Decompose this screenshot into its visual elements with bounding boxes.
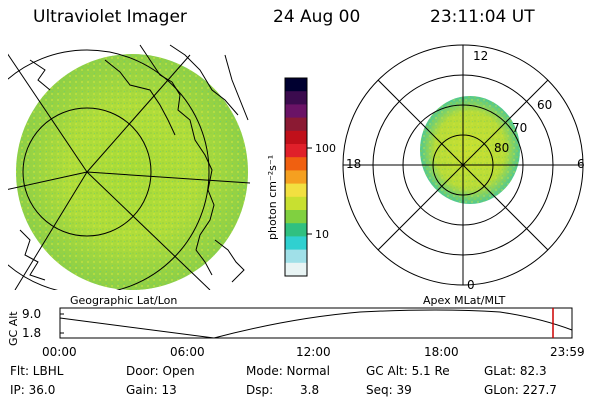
mlt-label-6: 6	[577, 157, 585, 171]
coastline	[104, 59, 176, 136]
ip-info: IP: 36.0	[10, 383, 56, 397]
x-tick-label: 06:00	[170, 345, 205, 359]
mode-info: Mode: Normal	[246, 364, 330, 378]
altitude-plot-frame	[59, 307, 573, 339]
door-info: Door: Open	[126, 364, 195, 378]
meridian-line	[86, 171, 211, 290]
colorbar-tick-label: 100	[315, 142, 336, 155]
filter-info: Flt: LBHL	[10, 364, 64, 378]
coastline	[214, 239, 245, 283]
polar-plot: 12 18 6 0 60 70 80	[342, 44, 585, 292]
lat-label-70: 70	[512, 121, 527, 135]
glat-info: GLat: 82.3	[484, 364, 547, 378]
colorbar-cell	[285, 223, 307, 237]
coastline	[224, 54, 249, 121]
lat-label-80: 80	[494, 141, 509, 155]
dsp-value: 3.8	[300, 383, 320, 397]
altitude-ylabel: GC Alt	[7, 311, 20, 346]
dsp-label: Dsp:	[246, 383, 274, 397]
colorbar-cell	[285, 130, 307, 145]
y-tick-label: 9.0	[22, 307, 41, 321]
coastline	[19, 229, 46, 281]
colorbar-cell	[285, 262, 307, 277]
x-tick-label: 23:59	[550, 345, 585, 359]
altitude-curve	[59, 309, 573, 339]
x-tick-label: 18:00	[424, 345, 459, 359]
colorbar-cell	[285, 170, 307, 185]
colorbar: 100 10 photon cm⁻²s⁻¹	[266, 77, 336, 277]
x-tick-label: 00:00	[42, 345, 77, 359]
apex-label: Apex MLat/MLT	[423, 294, 506, 307]
colorbar-cell	[285, 210, 307, 224]
colorbar-tick-label: 10	[315, 228, 329, 241]
geographic-image	[8, 44, 251, 290]
mlt-label-12: 12	[473, 49, 488, 63]
date-label: 24 Aug 00	[273, 7, 361, 27]
colorbar-cell	[285, 104, 307, 119]
colorbar-cell	[285, 91, 307, 105]
colorbar-cell	[285, 78, 307, 92]
mlt-label-0: 0	[467, 278, 475, 292]
lat-label-60: 60	[537, 98, 552, 112]
gc-alt-info: GC Alt: 5.1 Re	[366, 364, 450, 378]
earth-texture	[16, 54, 248, 290]
coastline	[29, 59, 51, 91]
meridian-line	[86, 171, 251, 184]
coastline	[139, 44, 215, 276]
x-tick-label: 12:00	[296, 345, 331, 359]
altitude-plot: 9.0 1.8 GC Alt 00:00 06:00 12:00 18:00 2…	[7, 307, 585, 359]
instrument-title: Ultraviolet Imager	[33, 7, 187, 27]
meridian-line	[8, 171, 88, 190]
geographic-label: Geographic Lat/Lon	[70, 294, 177, 307]
colorbar-cell	[285, 117, 307, 132]
colorbar-cell	[285, 144, 307, 158]
mlt-label-18: 18	[346, 157, 361, 171]
colorbar-cell	[285, 196, 307, 211]
lat-circle-inner	[22, 107, 152, 237]
lat-circle-outer	[8, 49, 210, 290]
gain-info: Gain: 13	[126, 383, 177, 397]
colorbar-cell	[285, 183, 307, 198]
glon-info: GLon: 227.7	[484, 383, 557, 397]
seq-info: Seq: 39	[366, 383, 412, 397]
colorbar-unit-label: photon cm⁻²s⁻¹	[266, 155, 279, 240]
time-label: 23:11:04 UT	[430, 7, 535, 27]
coastline	[169, 44, 239, 116]
meridian-line	[8, 53, 88, 173]
colorbar-cell	[285, 236, 307, 251]
colorbar-cell	[285, 157, 307, 171]
y-tick-label: 1.8	[22, 326, 41, 340]
meridian-line	[86, 54, 191, 173]
colorbar-cell	[285, 249, 307, 264]
auroral-oval-texture	[420, 96, 520, 204]
meridian-line	[14, 171, 88, 290]
colorbar-frame	[284, 77, 308, 277]
mlt-diagonal	[377, 79, 549, 251]
